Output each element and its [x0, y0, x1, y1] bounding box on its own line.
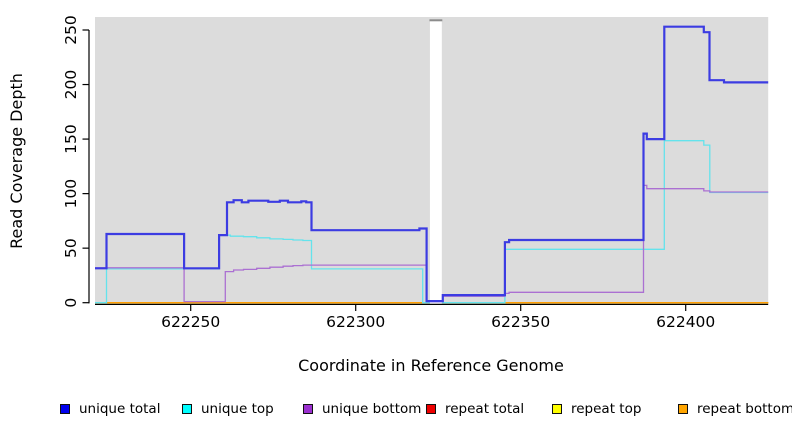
y-axis-title: Read Coverage Depth [7, 73, 26, 249]
y-tick-label: 200 [62, 70, 80, 100]
x-tick-label: 622350 [491, 313, 550, 331]
series-unique-top-line [95, 140, 769, 304]
series-unique-total-line [95, 25, 769, 303]
plot-axes-layer: 0 50 100 150 200 250 622250 622300 622350 622400 [62, 15, 769, 331]
y-tick-label: 150 [62, 124, 80, 154]
y-tick-label: 50 [62, 238, 80, 258]
series-unique-bottom-line [95, 184, 769, 303]
x-axis-title: Coordinate in Reference Genome [298, 356, 564, 375]
x-tick-label: 622300 [326, 313, 385, 331]
x-tick-label: 622400 [656, 313, 715, 331]
plot-series-layer [95, 19, 769, 304]
y-tick-label: 250 [62, 15, 80, 45]
no-data-gap-band [429, 21, 442, 304]
y-tick-label: 100 [62, 179, 80, 209]
x-tick-label: 622250 [161, 313, 220, 331]
y-tick-label: 0 [62, 298, 80, 308]
